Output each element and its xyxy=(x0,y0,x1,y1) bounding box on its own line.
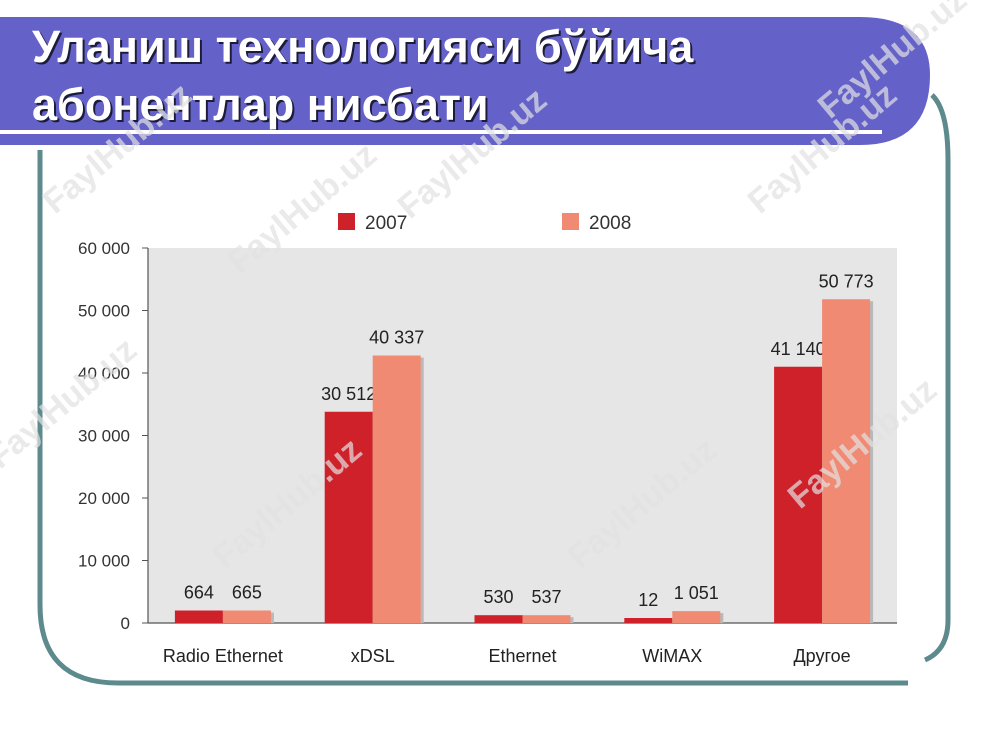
slide-title-line2: абонентлар нисбати xyxy=(32,79,489,130)
x-tick-label: WiMAX xyxy=(642,646,702,666)
bar-2007-другое xyxy=(774,366,823,623)
title-banner xyxy=(0,17,930,145)
bar-2008-другое xyxy=(822,299,871,623)
legend-swatch-2008 xyxy=(562,213,579,230)
legend-swatch-2007 xyxy=(338,213,355,230)
data-label: 50 773 xyxy=(819,271,874,291)
data-label: 1 051 xyxy=(674,583,719,603)
bar-2008-xdsl xyxy=(372,355,421,623)
y-tick-label: 40 000 xyxy=(78,364,130,383)
legend-label-2007: 2007 xyxy=(365,213,407,234)
data-label: 30 512 xyxy=(321,384,376,404)
data-label: 665 xyxy=(232,583,262,603)
bar-2007-ethernet xyxy=(474,615,523,623)
watermark-text: FaylHub.uz xyxy=(0,330,144,476)
x-tick-label: Ethernet xyxy=(488,646,556,666)
y-tick-label: 30 000 xyxy=(78,427,130,446)
watermark-text: FaylHub.uz xyxy=(36,75,199,221)
y-tick-label: 10 000 xyxy=(78,552,130,571)
data-label: 537 xyxy=(531,587,561,607)
bar-2008-wimax xyxy=(672,611,721,623)
bar-2007-radio-ethernet xyxy=(174,610,223,623)
data-label: 41 140 xyxy=(771,339,826,359)
title-underline xyxy=(0,130,882,134)
data-label: 12 xyxy=(638,590,658,610)
slide-title-line1: Уланиш технологияси бўйича xyxy=(32,21,694,72)
content-frame-right-border xyxy=(923,93,951,663)
x-tick-label: xDSL xyxy=(351,646,395,666)
bar-2008-ethernet xyxy=(522,615,571,623)
data-label: 40 337 xyxy=(369,328,424,348)
data-label: 664 xyxy=(184,583,214,603)
y-tick-label: 50 000 xyxy=(78,302,130,321)
plot-area xyxy=(148,248,897,623)
legend-label-2008: 2008 xyxy=(589,213,631,234)
y-tick-label: 60 000 xyxy=(78,239,130,258)
data-label: 530 xyxy=(483,587,513,607)
bar-2007-xdsl xyxy=(324,411,373,623)
content-frame-border xyxy=(37,150,908,686)
bar-2008-radio-ethernet xyxy=(222,610,271,623)
slide-title: Уланиш технологияси бўйича абонентлар ни… xyxy=(32,18,892,134)
x-tick-label: Radio Ethernet xyxy=(163,646,283,666)
y-tick-label: 20 000 xyxy=(78,489,130,508)
x-tick-label: Другое xyxy=(793,646,850,666)
watermark-text: FaylHub.uz xyxy=(391,80,554,226)
bar-2007-wimax xyxy=(624,618,673,623)
y-tick-label: 0 xyxy=(121,614,130,633)
